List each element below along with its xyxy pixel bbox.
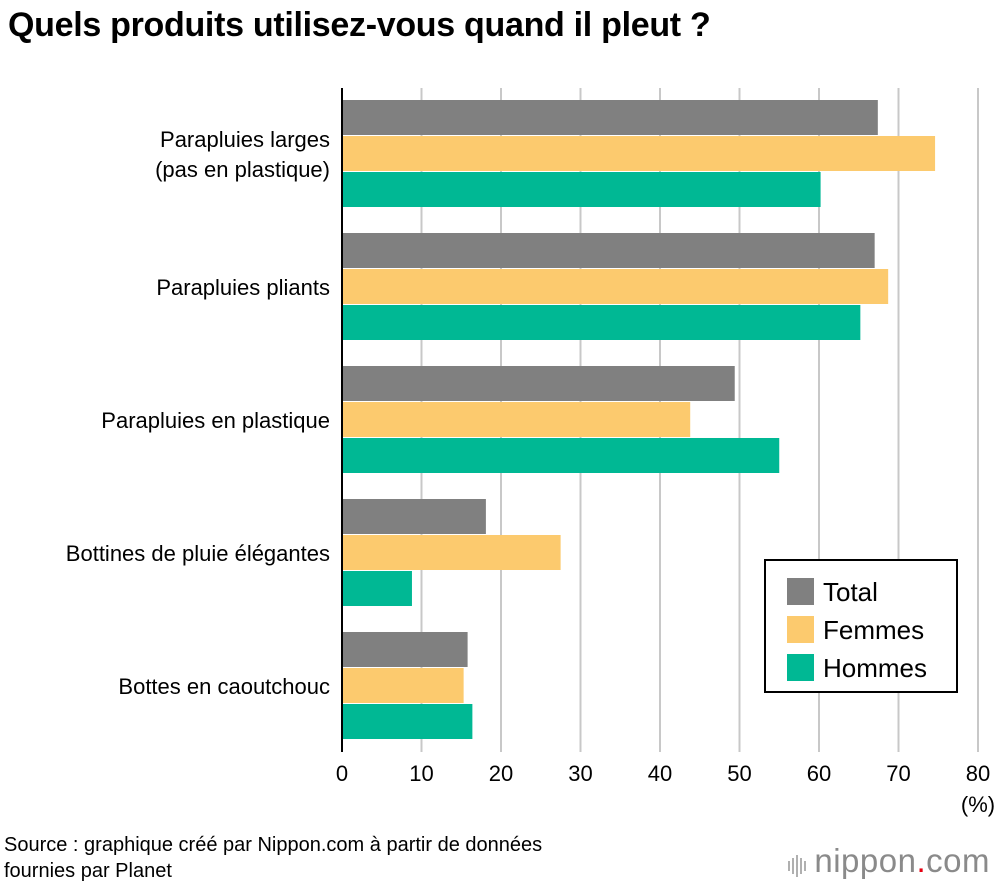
bar-hommes-3	[342, 571, 412, 606]
source-line-2: fournies par Planet	[4, 860, 172, 882]
legend-label: Total	[823, 577, 878, 607]
category-label: (pas en plastique)	[155, 157, 330, 182]
source-note: Source : graphique créé par Nippon.com à…	[4, 832, 704, 884]
bar-total-2	[342, 366, 735, 401]
x-tick-label: 50	[727, 761, 751, 786]
x-tick-label: 10	[409, 761, 433, 786]
legend-label: Hommes	[823, 653, 927, 683]
bar-femmes-1	[342, 269, 889, 304]
bar-femmes-4	[342, 668, 464, 703]
bar-total-1	[342, 233, 875, 268]
brand-suffix: com	[926, 842, 990, 879]
x-tick-label: 60	[807, 761, 831, 786]
source-line-1: Source : graphique créé par Nippon.com à…	[4, 834, 543, 856]
bar-total-4	[342, 632, 468, 667]
bar-femmes-0	[342, 136, 936, 171]
bar-hommes-4	[342, 704, 473, 739]
bar-total-0	[342, 100, 878, 135]
legend-swatch-total	[787, 578, 814, 605]
category-label: Bottines de pluie élégantes	[66, 541, 330, 566]
chart: Parapluies larges (pas en plastique) Parap…	[66, 88, 995, 817]
bar-total-3	[342, 499, 486, 534]
bar-hommes-2	[342, 438, 780, 473]
x-tick-label: 0	[336, 761, 348, 786]
category-label: Parapluies pliants	[156, 275, 330, 300]
bar-femmes-3	[342, 535, 561, 570]
category-label: Parapluies larges	[160, 127, 330, 152]
x-tick-label: 20	[489, 761, 513, 786]
brand-dot: .	[916, 842, 927, 879]
category-label: Parapluies en plastique	[101, 408, 330, 433]
x-axis-unit: (%)	[961, 792, 995, 817]
bar-hommes-1	[342, 305, 861, 340]
logo-bars-icon	[788, 844, 808, 882]
x-tick-label: 70	[886, 761, 910, 786]
bar-femmes-2	[342, 402, 691, 437]
nippon-logo: nippon.com	[788, 842, 990, 882]
chart-title: Quels produits utilisez-vous quand il pl…	[8, 6, 711, 44]
legend-label: Femmes	[823, 615, 924, 645]
x-tick-label: 30	[568, 761, 592, 786]
bar-hommes-0	[342, 172, 821, 207]
brand-name: nippon	[814, 842, 917, 879]
category-label: Bottes en caoutchouc	[118, 674, 330, 699]
x-tick-label: 40	[648, 761, 672, 786]
legend-swatch-hommes	[787, 654, 814, 681]
x-tick-label: 80	[966, 761, 990, 786]
legend-swatch-femmes	[787, 616, 814, 643]
